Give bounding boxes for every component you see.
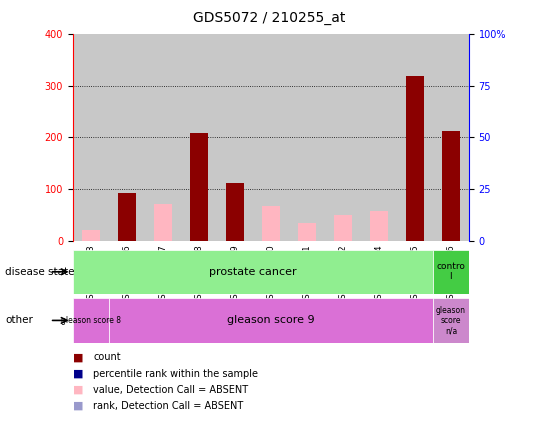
Bar <box>154 204 172 241</box>
Text: ■: ■ <box>73 401 83 411</box>
Bar <box>289 34 325 241</box>
Bar <box>73 34 109 241</box>
Bar <box>118 193 136 241</box>
Bar <box>433 250 469 294</box>
Text: gleason
score
n/a: gleason score n/a <box>436 305 466 335</box>
Bar <box>253 34 289 241</box>
Text: value, Detection Call = ABSENT: value, Detection Call = ABSENT <box>93 385 248 395</box>
Bar <box>226 183 244 241</box>
Bar <box>442 131 460 241</box>
Bar <box>361 34 397 241</box>
Bar <box>433 34 469 241</box>
Bar <box>145 34 181 241</box>
Bar <box>397 34 433 241</box>
Text: percentile rank within the sample: percentile rank within the sample <box>93 368 258 379</box>
Bar <box>73 298 109 343</box>
Text: disease state: disease state <box>5 267 75 277</box>
Bar <box>181 34 217 241</box>
Text: rank, Detection Call = ABSENT: rank, Detection Call = ABSENT <box>93 401 244 411</box>
Bar <box>262 206 280 241</box>
Text: gleason score 8: gleason score 8 <box>61 316 121 325</box>
Bar <box>433 298 469 343</box>
Text: ■: ■ <box>73 368 83 379</box>
Bar <box>217 34 253 241</box>
Bar <box>190 133 208 241</box>
Bar <box>298 223 316 241</box>
Text: contro
l: contro l <box>437 262 465 281</box>
Bar <box>109 34 145 241</box>
Text: other: other <box>5 316 33 325</box>
Text: count: count <box>93 352 121 363</box>
Bar <box>325 34 361 241</box>
Text: prostate cancer: prostate cancer <box>209 267 296 277</box>
Text: ■: ■ <box>73 385 83 395</box>
Bar <box>109 298 433 343</box>
Bar <box>334 215 352 241</box>
Bar <box>82 230 100 241</box>
Bar <box>370 211 388 241</box>
Text: ■: ■ <box>73 352 83 363</box>
Bar <box>406 76 424 241</box>
Text: gleason score 9: gleason score 9 <box>227 316 315 325</box>
Text: GDS5072 / 210255_at: GDS5072 / 210255_at <box>194 11 345 25</box>
